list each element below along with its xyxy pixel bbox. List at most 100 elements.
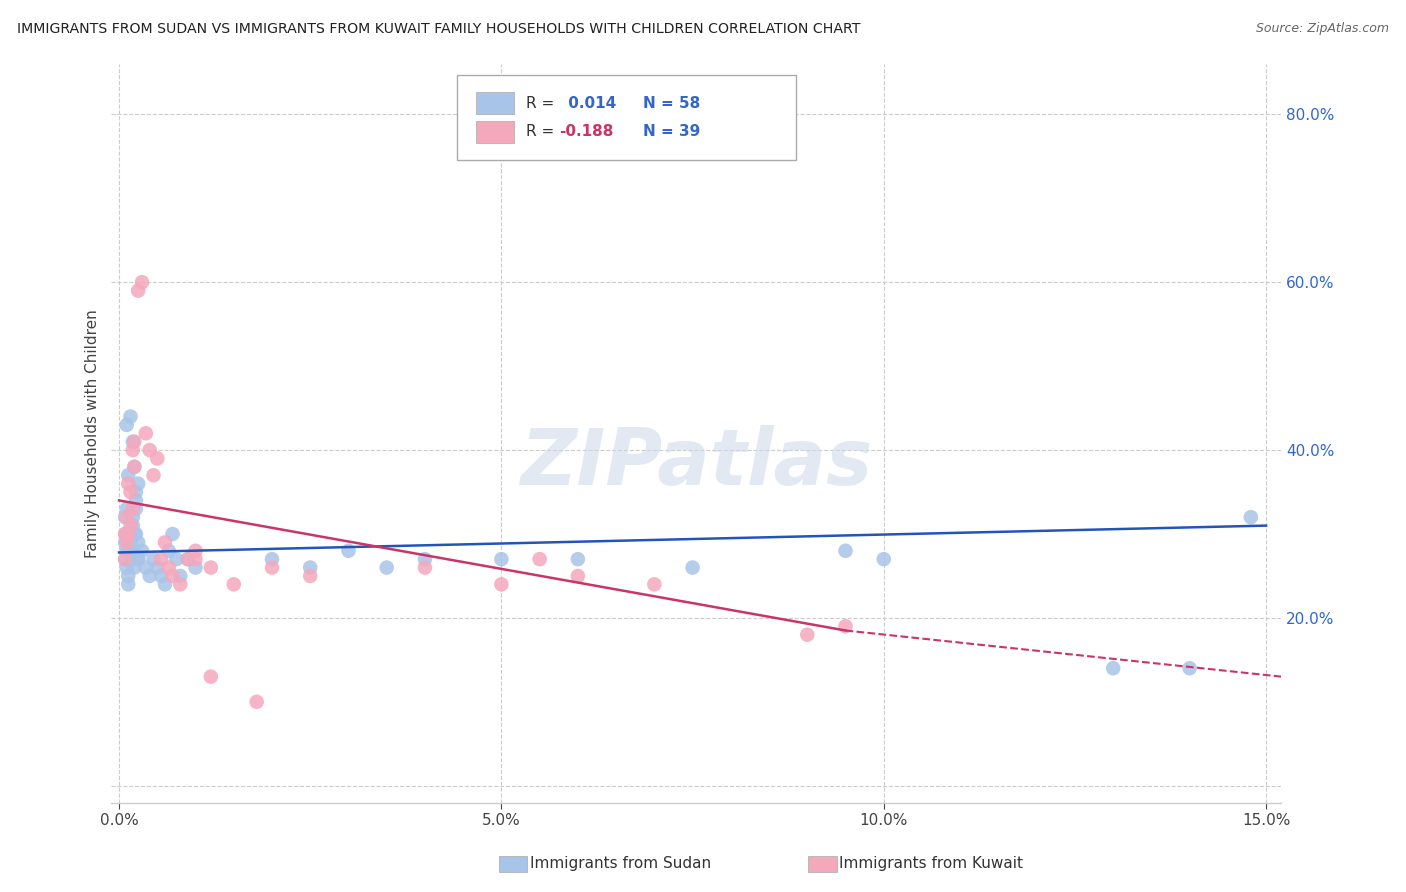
Point bbox=[131, 275, 153, 289]
Point bbox=[246, 695, 269, 709]
Text: Immigrants from Kuwait: Immigrants from Kuwait bbox=[839, 856, 1024, 871]
Point bbox=[157, 560, 180, 574]
Point bbox=[834, 543, 856, 558]
Point bbox=[491, 552, 513, 566]
Point bbox=[375, 560, 398, 574]
Point bbox=[127, 552, 149, 566]
Point bbox=[121, 443, 143, 458]
Point bbox=[260, 560, 283, 574]
Text: IMMIGRANTS FROM SUDAN VS IMMIGRANTS FROM KUWAIT FAMILY HOUSEHOLDS WITH CHILDREN : IMMIGRANTS FROM SUDAN VS IMMIGRANTS FROM… bbox=[17, 22, 860, 37]
Point bbox=[117, 569, 139, 583]
Point bbox=[127, 535, 149, 549]
Point bbox=[413, 560, 436, 574]
Text: N = 58: N = 58 bbox=[643, 95, 700, 111]
Point bbox=[157, 543, 180, 558]
FancyBboxPatch shape bbox=[457, 75, 796, 160]
Bar bbox=[477, 92, 513, 114]
Point bbox=[114, 552, 136, 566]
Point bbox=[184, 543, 207, 558]
Point bbox=[115, 560, 138, 574]
Point bbox=[200, 560, 222, 574]
Point bbox=[121, 510, 143, 524]
Point bbox=[115, 510, 138, 524]
Point bbox=[117, 577, 139, 591]
Point bbox=[184, 552, 207, 566]
Point bbox=[120, 527, 142, 541]
Point bbox=[120, 485, 142, 500]
Point bbox=[124, 459, 146, 474]
Point bbox=[873, 552, 896, 566]
Point bbox=[177, 552, 200, 566]
Point bbox=[146, 451, 169, 466]
Point bbox=[299, 560, 322, 574]
Point bbox=[162, 569, 184, 583]
Point bbox=[120, 518, 142, 533]
Point bbox=[120, 409, 142, 424]
Point bbox=[117, 468, 139, 483]
Point bbox=[115, 543, 138, 558]
Point bbox=[124, 560, 146, 574]
Point bbox=[260, 552, 283, 566]
Point bbox=[124, 527, 146, 541]
Point bbox=[200, 670, 222, 684]
Point bbox=[117, 543, 139, 558]
Text: Source: ZipAtlas.com: Source: ZipAtlas.com bbox=[1256, 22, 1389, 36]
Point bbox=[567, 569, 589, 583]
Text: -0.188: -0.188 bbox=[560, 125, 614, 139]
Point bbox=[124, 434, 146, 449]
Text: Immigrants from Sudan: Immigrants from Sudan bbox=[530, 856, 711, 871]
Point bbox=[115, 535, 138, 549]
Point bbox=[127, 476, 149, 491]
Point bbox=[121, 434, 143, 449]
Point bbox=[682, 560, 704, 574]
Point bbox=[135, 560, 157, 574]
Point bbox=[177, 552, 200, 566]
Point bbox=[153, 535, 176, 549]
Point bbox=[115, 501, 138, 516]
Point bbox=[150, 569, 173, 583]
Point bbox=[121, 501, 143, 516]
Point bbox=[165, 552, 187, 566]
Point bbox=[150, 552, 173, 566]
Point bbox=[120, 543, 142, 558]
Point bbox=[337, 543, 360, 558]
Point bbox=[142, 468, 165, 483]
Point bbox=[117, 527, 139, 541]
Point bbox=[1240, 510, 1263, 524]
Point bbox=[117, 476, 139, 491]
Point bbox=[127, 552, 149, 566]
Text: N = 39: N = 39 bbox=[643, 125, 700, 139]
Point bbox=[1178, 661, 1201, 675]
Point bbox=[125, 485, 148, 500]
Point bbox=[491, 577, 513, 591]
Text: ZIPatlas: ZIPatlas bbox=[520, 425, 873, 500]
Point bbox=[125, 493, 148, 508]
Point bbox=[1102, 661, 1125, 675]
Point bbox=[142, 552, 165, 566]
Point bbox=[114, 535, 136, 549]
Point bbox=[135, 426, 157, 441]
Point bbox=[121, 518, 143, 533]
Point bbox=[169, 577, 191, 591]
Point bbox=[114, 527, 136, 541]
Point bbox=[125, 501, 148, 516]
Text: 0.014: 0.014 bbox=[562, 95, 616, 111]
Point bbox=[222, 577, 245, 591]
Point bbox=[114, 510, 136, 524]
Point bbox=[114, 527, 136, 541]
Point bbox=[643, 577, 665, 591]
Point bbox=[125, 527, 148, 541]
Point bbox=[413, 552, 436, 566]
Point bbox=[299, 569, 322, 583]
Point bbox=[153, 577, 176, 591]
Text: R =: R = bbox=[526, 125, 558, 139]
Y-axis label: Family Households with Children: Family Households with Children bbox=[86, 309, 100, 558]
Point bbox=[121, 552, 143, 566]
Point bbox=[138, 443, 160, 458]
Point bbox=[120, 535, 142, 549]
Point bbox=[115, 417, 138, 432]
Point bbox=[529, 552, 551, 566]
Point bbox=[796, 628, 818, 642]
Text: R =: R = bbox=[526, 95, 558, 111]
Point bbox=[127, 284, 149, 298]
